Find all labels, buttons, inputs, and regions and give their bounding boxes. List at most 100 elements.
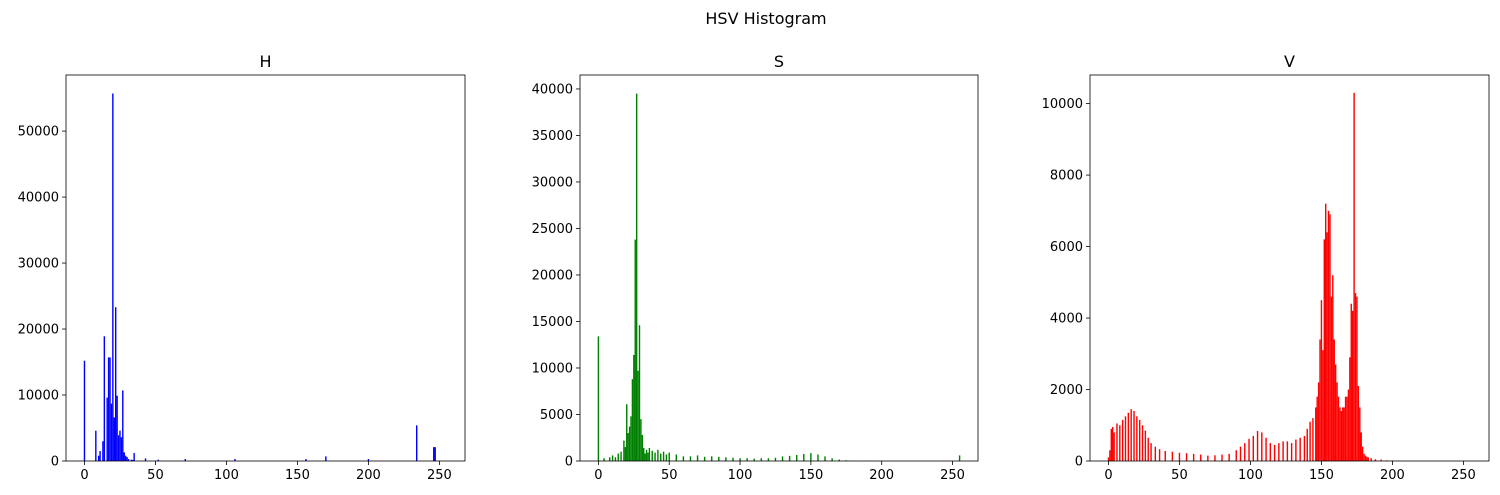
bar-v-16 [1130, 409, 1132, 461]
x-tick-label: 150 [1309, 468, 1334, 483]
bar-v-162 [1337, 396, 1340, 461]
bar-h-13 [102, 441, 104, 461]
bar-s-12 [614, 457, 617, 461]
bar-v-188 [1374, 459, 1377, 461]
bar-v-36 [1158, 449, 1161, 461]
y-tick-label: 20000 [18, 323, 59, 338]
bar-s-36 [648, 447, 651, 461]
bar-v-156 [1329, 214, 1331, 461]
bar-s-125 [774, 457, 777, 461]
x-tick-label: 50 [661, 468, 678, 483]
bar-s-46 [662, 451, 665, 461]
bar-h-10 [97, 455, 100, 461]
bar-v-114 [1269, 443, 1272, 461]
bar-s-30 [640, 419, 642, 461]
bar-v-149 [1319, 339, 1321, 461]
bar-s-48 [665, 454, 668, 461]
x-tick-label: 200 [1380, 468, 1405, 483]
bar-h-14 [103, 336, 106, 461]
bar-s-50 [668, 452, 670, 461]
x-tick-label: 0 [594, 468, 602, 483]
bar-v-12 [1124, 416, 1127, 461]
bar-h-17 [107, 357, 110, 461]
bar-v-105 [1256, 430, 1259, 461]
y-tick-label: 0 [565, 455, 573, 470]
bar-v-22 [1138, 419, 1141, 461]
x-tick-label: 200 [356, 468, 381, 483]
bar-s-155 [817, 454, 819, 461]
bar-v-142 [1309, 421, 1311, 461]
y-tick-label: 30000 [532, 175, 573, 190]
bar-v-50 [1178, 452, 1181, 461]
bar-s-75 [703, 456, 706, 461]
bar-v-70 [1207, 455, 1209, 461]
bar-s-42 [657, 449, 659, 461]
axes-frame [1089, 74, 1490, 462]
bar-h-21 [113, 417, 115, 461]
x-tick-label: 0 [80, 468, 88, 483]
bar-v-140 [1306, 428, 1308, 461]
bar-s-90 [725, 457, 727, 461]
bar-s-16 [620, 451, 622, 461]
bar-s-28 [637, 370, 639, 461]
bar-s-44 [660, 453, 662, 461]
bar-s-145 [803, 454, 805, 461]
bar-s-130 [781, 456, 784, 461]
bar-s-19 [624, 447, 627, 461]
bar-v-0 [1107, 457, 1110, 461]
y-tick-label: 8000 [1050, 169, 1083, 184]
bar-s-25 [633, 354, 635, 461]
x-tick-label: 200 [869, 468, 894, 483]
y-tick-label: 25000 [532, 222, 573, 237]
y-tick-label: 40000 [18, 191, 59, 206]
bar-s-140 [796, 454, 798, 461]
bar-s-14 [617, 453, 619, 461]
bar-s-4 [603, 458, 605, 461]
bar-v-132 [1295, 439, 1297, 461]
bar-s-80 [711, 456, 713, 461]
bar-h-16 [106, 397, 108, 461]
bar-s-23 [630, 416, 632, 461]
bar-v-126 [1286, 441, 1289, 461]
bar-h-43 [144, 458, 147, 461]
bar-h-29 [124, 455, 127, 461]
bar-h-247 [434, 447, 436, 461]
bar-v-26 [1144, 430, 1147, 461]
bar-v-181 [1364, 455, 1367, 461]
bar-v-175 [1356, 296, 1358, 461]
bar-s-105 [746, 458, 748, 461]
bar-h-22 [114, 307, 117, 461]
bar-s-95 [732, 457, 734, 461]
bar-v-75 [1214, 455, 1216, 461]
bar-s-27 [635, 93, 638, 461]
bar-s-0 [597, 336, 600, 461]
bar-v-176 [1357, 385, 1360, 461]
bar-h-156 [305, 459, 307, 461]
bar-v-20 [1136, 416, 1138, 461]
y-tick-label: 50000 [18, 125, 59, 140]
bar-v-180 [1363, 453, 1365, 461]
bar-h-35 [133, 453, 135, 461]
bar-s-65 [689, 456, 692, 461]
bar-v-178 [1360, 432, 1362, 461]
y-tick-label: 0 [51, 455, 59, 470]
bar-h-200 [367, 459, 370, 461]
bar-v-160 [1334, 364, 1337, 461]
x-tick-label: 50 [147, 468, 164, 483]
bar-v-163 [1339, 407, 1341, 461]
bar-h-71 [184, 459, 186, 461]
bar-v-152 [1323, 239, 1325, 461]
bar-h-23 [116, 395, 118, 461]
bar-v-192 [1380, 459, 1382, 461]
x-tick-label: 250 [1451, 468, 1476, 483]
bar-h-26 [120, 437, 123, 461]
bar-v-144 [1312, 418, 1314, 461]
bar-v-55 [1185, 453, 1188, 461]
bar-h-170 [325, 456, 327, 461]
x-tick-label: 0 [1104, 468, 1112, 483]
bar-v-33 [1154, 446, 1157, 461]
x-tick-label: 100 [214, 468, 239, 483]
bar-v-40 [1164, 450, 1166, 461]
bar-s-29 [638, 325, 641, 461]
